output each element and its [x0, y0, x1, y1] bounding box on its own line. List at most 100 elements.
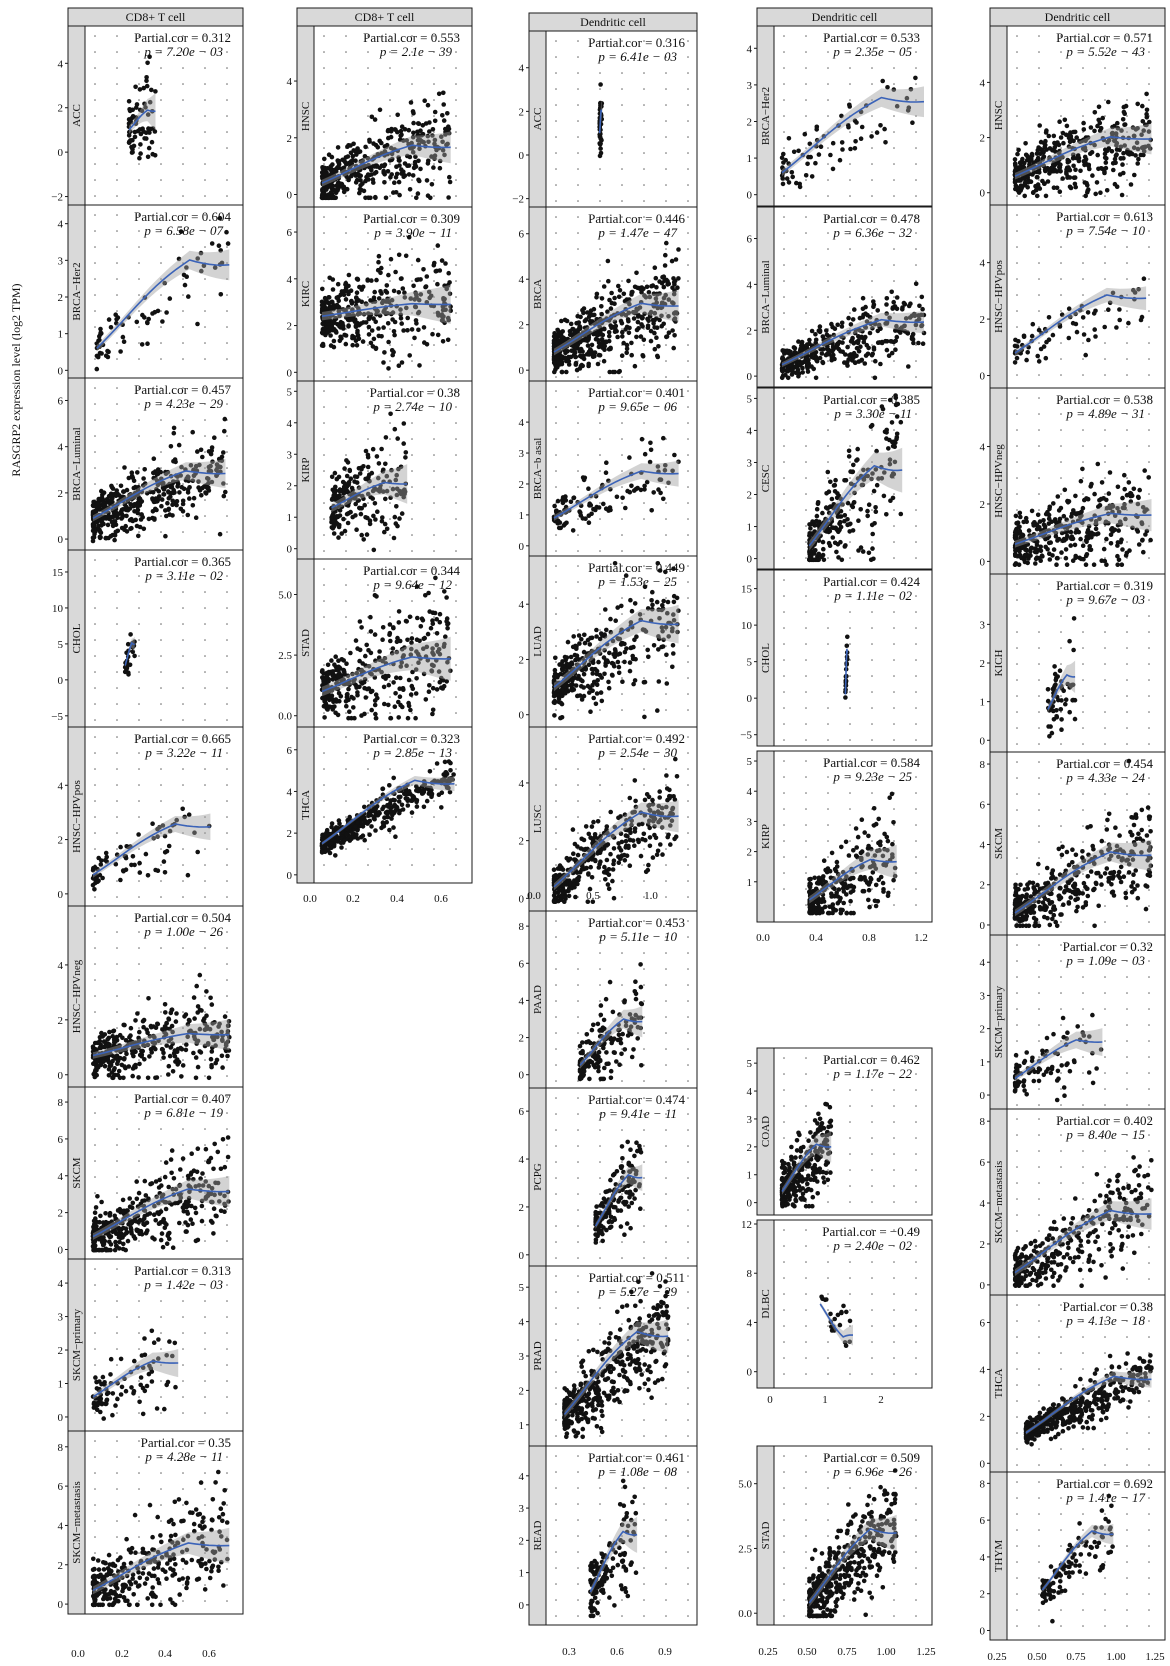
- data-point: [340, 479, 346, 485]
- data-point: [111, 1040, 117, 1045]
- data-point: [186, 1199, 191, 1204]
- data-point: [433, 269, 439, 274]
- panel-c2-kirc-partial-cor: Partial.cor = 0.309: [363, 211, 460, 226]
- data-point: [92, 1040, 98, 1046]
- data-point: [92, 1210, 98, 1215]
- panel-c2-kirc-ytick-3: 2: [287, 321, 293, 333]
- data-point: [184, 1585, 189, 1591]
- grid-dot: [411, 422, 413, 424]
- grid-dot: [160, 147, 162, 149]
- grid-dot: [455, 131, 457, 133]
- data-point: [397, 694, 403, 699]
- grid-dot: [160, 995, 162, 997]
- data-point: [172, 1340, 178, 1346]
- data-point: [374, 277, 379, 283]
- grid-dot: [138, 736, 140, 738]
- data-point: [385, 127, 391, 133]
- data-point: [162, 1174, 168, 1180]
- data-point: [172, 457, 178, 462]
- grid-dot: [665, 200, 667, 202]
- data-point: [113, 1239, 118, 1245]
- grid-dot: [389, 600, 391, 602]
- data-point: [411, 283, 416, 289]
- data-point: [368, 614, 373, 620]
- panel-c1-skcm-primary-p-value: p = 1.42e − 03: [143, 1277, 223, 1292]
- grid-dot: [433, 454, 435, 456]
- data-point: [125, 1238, 131, 1244]
- grid-dot: [345, 248, 347, 250]
- data-point: [178, 229, 184, 234]
- grid-dot: [226, 1011, 228, 1013]
- data-point: [388, 174, 393, 180]
- grid-dot: [389, 99, 391, 101]
- grid-dot: [116, 995, 118, 997]
- data-point: [121, 495, 127, 500]
- data-point: [398, 794, 403, 800]
- data-point: [131, 503, 136, 509]
- data-point: [403, 791, 409, 797]
- data-point: [336, 664, 341, 670]
- grid-dot: [94, 1316, 96, 1318]
- grid-dot: [433, 696, 435, 698]
- data-point: [363, 695, 369, 700]
- data-point: [173, 1059, 178, 1064]
- data-point: [146, 516, 152, 522]
- data-point: [357, 647, 363, 653]
- data-point: [391, 535, 397, 541]
- data-point: [155, 826, 160, 832]
- data-point: [163, 1160, 169, 1165]
- data-point: [396, 179, 402, 185]
- panel-c2-thca-ytick-3: 2: [287, 828, 293, 840]
- panel-c1-skcm-ytick-5: 0: [58, 1244, 64, 1256]
- data-point: [144, 1383, 150, 1389]
- data-point: [420, 618, 426, 623]
- data-point: [162, 870, 168, 875]
- grid-dot: [116, 832, 118, 834]
- grid-dot: [599, 88, 601, 90]
- grid-dot: [323, 550, 325, 552]
- data-point: [344, 703, 349, 709]
- data-point: [434, 761, 440, 766]
- data-point: [359, 625, 364, 630]
- grid-dot: [116, 671, 118, 673]
- data-point: [434, 687, 440, 692]
- grid-dot: [345, 376, 347, 378]
- data-point: [193, 1210, 199, 1216]
- data-point: [175, 1046, 181, 1052]
- data-point: [178, 506, 184, 512]
- grid-dot: [226, 179, 228, 181]
- grid-dot: [204, 294, 206, 296]
- grid-dot: [323, 216, 325, 218]
- data-point: [397, 810, 402, 816]
- grid-dot: [433, 518, 435, 520]
- data-point: [166, 843, 172, 849]
- grid-dot: [433, 344, 435, 346]
- grid-dot: [687, 88, 689, 90]
- data-point: [350, 514, 356, 520]
- grid-dot: [138, 559, 140, 561]
- data-point: [192, 1016, 197, 1021]
- grid-dot: [226, 262, 228, 264]
- panel-c1-hnsc-hpvneg-ytick-1: 4: [58, 960, 64, 972]
- data-point: [364, 532, 370, 537]
- data-point: [336, 474, 342, 480]
- data-point: [145, 60, 150, 66]
- data-point: [206, 1159, 212, 1165]
- data-point: [90, 867, 96, 873]
- grid-dot: [345, 67, 347, 69]
- grid-dot: [160, 51, 162, 53]
- data-point: [136, 1190, 142, 1196]
- column-strips: CD8+ T cell CD8+ T cell Dendritic cell D…: [67, 7, 1166, 32]
- data-point: [95, 501, 101, 507]
- grid-dot: [138, 1520, 140, 1522]
- data-point: [222, 428, 227, 434]
- grid-dot: [367, 296, 369, 298]
- grid-dot: [389, 422, 391, 424]
- grid-dot: [160, 99, 162, 101]
- data-point: [326, 195, 332, 201]
- grid-dot: [160, 262, 162, 264]
- panel-c1-acc-trend-line: [128, 109, 156, 131]
- grid-dot: [182, 947, 184, 949]
- grid-dot: [94, 1300, 96, 1302]
- grid-dot: [621, 120, 623, 122]
